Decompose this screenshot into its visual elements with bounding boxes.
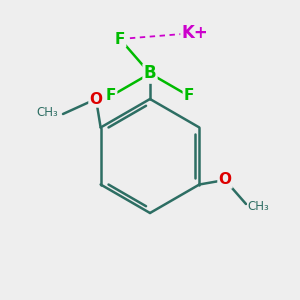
Text: O: O [89, 92, 103, 106]
Text: F: F [106, 88, 116, 104]
Text: B: B [144, 64, 156, 82]
Text: CH₃: CH₃ [248, 200, 269, 214]
Text: K+: K+ [182, 24, 208, 42]
Text: F: F [115, 32, 125, 46]
Text: O: O [218, 172, 232, 188]
Text: F: F [184, 88, 194, 104]
Text: CH₃: CH₃ [37, 106, 58, 119]
